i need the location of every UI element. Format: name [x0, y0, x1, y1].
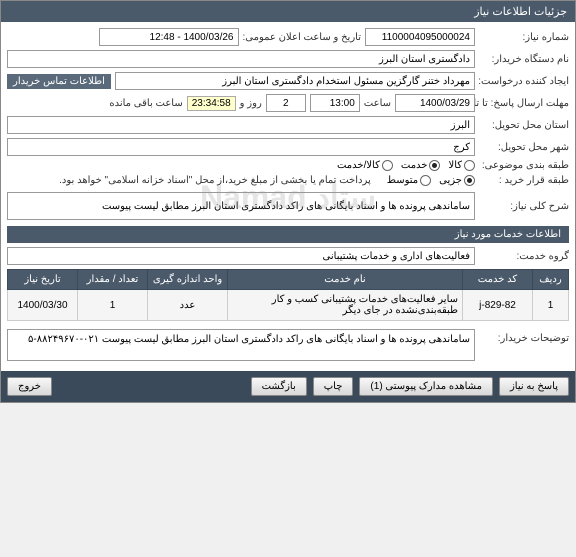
details-panel: جزئیات اطلاعات نیاز شماره نیاز: 11000040… [0, 0, 576, 403]
general-desc-field: ساماندهی پرونده ها و اسناد بایگانی های ر… [7, 192, 475, 220]
th-qty: تعداد / مقدار [78, 270, 148, 290]
radio-minor[interactable]: جزیی [439, 175, 475, 186]
cell-unit: عدد [148, 290, 228, 321]
radio-medium-label: متوسط [387, 175, 418, 186]
province-field: البرز [7, 116, 475, 134]
th-idx: ردیف [533, 270, 569, 290]
cell-qty: 1 [78, 290, 148, 321]
table-header-row: ردیف کد خدمت نام خدمت واحد اندازه گیری ت… [8, 270, 569, 290]
radio-service[interactable]: خدمت [401, 160, 441, 171]
back-button[interactable]: بازگشت [251, 377, 307, 396]
announce-field: 1400/03/26 - 12:48 [99, 28, 239, 46]
city-label: شهر محل تحویل: [479, 142, 569, 153]
radio-goods-service-label: کالا/خدمت [337, 160, 380, 171]
service-group-field: فعالیت‌های اداری و خدمات پشتیبانی [7, 247, 475, 265]
days-label: روز و [240, 98, 262, 109]
deadline-time-field: 13:00 [310, 94, 360, 112]
buyer-note-text: ساماندهی پرونده ها و اسناد بایگانی های ر… [28, 334, 470, 345]
radio-minor-label: جزیی [439, 175, 462, 186]
cell-date: 1400/03/30 [8, 290, 78, 321]
city-field: کرج [7, 138, 475, 156]
services-table: ردیف کد خدمت نام خدمت واحد اندازه گیری ت… [7, 269, 569, 321]
radio-service-label: خدمت [401, 160, 428, 171]
radio-goods-label: کالا [448, 160, 462, 171]
contact-info-link[interactable]: اطلاعات تماس خریدار [7, 74, 111, 89]
cell-idx: 1 [533, 290, 569, 321]
org-label: نام دستگاه خریدار: [479, 54, 569, 65]
countdown-timer: 23:34:58 [187, 96, 236, 111]
deadline-date-field: 1400/03/29 [395, 94, 475, 112]
buyer-note-label: توضیحات خریدار: [479, 329, 569, 344]
rank-label: طبقه قرار خرید : [479, 175, 569, 186]
org-field: دادگستری استان البرز [7, 50, 475, 68]
radio-medium[interactable]: متوسط [387, 175, 431, 186]
th-code: کد خدمت [463, 270, 533, 290]
panel-title: جزئیات اطلاعات نیاز [1, 1, 575, 22]
th-unit: واحد اندازه گیری [148, 270, 228, 290]
print-button[interactable]: چاپ [313, 377, 354, 396]
creator-label: ایجاد کننده درخواست: [479, 76, 569, 87]
radio-goods[interactable]: کالا [448, 160, 475, 171]
remaining-label: ساعت باقی مانده [109, 98, 182, 109]
panel-body: شماره نیاز: 1100004095000024 تاریخ و ساع… [1, 22, 575, 371]
payment-note: پرداخت تمام یا بخشی از مبلغ خرید،از محل … [59, 175, 371, 186]
th-date: تاریخ نیاز [8, 270, 78, 290]
rank-radio-group: جزیی متوسط [387, 175, 475, 186]
days-count-field: 2 [266, 94, 306, 112]
cell-code: 829-82-j [463, 290, 533, 321]
exit-button[interactable]: خروج [7, 377, 52, 396]
req-number-label: شماره نیاز: [479, 32, 569, 43]
radio-goods-service[interactable]: کالا/خدمت [337, 160, 393, 171]
attachments-button[interactable]: مشاهده مدارک پیوستی (1) [359, 377, 493, 396]
announce-label: تاریخ و ساعت اعلان عمومی: [243, 32, 362, 43]
footer-toolbar: پاسخ به نیاز مشاهده مدارک پیوستی (1) چاپ… [1, 371, 575, 402]
service-group-label: گروه خدمت: [479, 251, 569, 262]
th-name: نام خدمت [228, 270, 463, 290]
subject-radio-group: کالا خدمت کالا/خدمت [337, 160, 475, 171]
services-section-header: اطلاعات خدمات مورد نیاز [7, 226, 569, 243]
time-label-1: ساعت [364, 98, 391, 109]
req-number-field: 1100004095000024 [365, 28, 475, 46]
respond-button[interactable]: پاسخ به نیاز [499, 377, 569, 396]
cell-name: سایر فعالیت‌های خدمات پشتیبانی کسب و کار… [228, 290, 463, 321]
subject-class-label: طبقه بندی موضوعی: [479, 160, 569, 171]
province-label: استان محل تحویل: [479, 120, 569, 131]
creator-field: مهرداد ختنر گارگزین مسئول استخدام دادگست… [115, 72, 475, 90]
deadline-label: مهلت ارسال پاسخ: تا تاریخ: [479, 98, 569, 109]
general-desc-label: شرح کلی نیاز: [479, 201, 569, 212]
buyer-note-area: ساماندهی پرونده ها و اسناد بایگانی های ر… [7, 329, 475, 361]
table-row[interactable]: 1 829-82-j سایر فعالیت‌های خدمات پشتیبان… [8, 290, 569, 321]
